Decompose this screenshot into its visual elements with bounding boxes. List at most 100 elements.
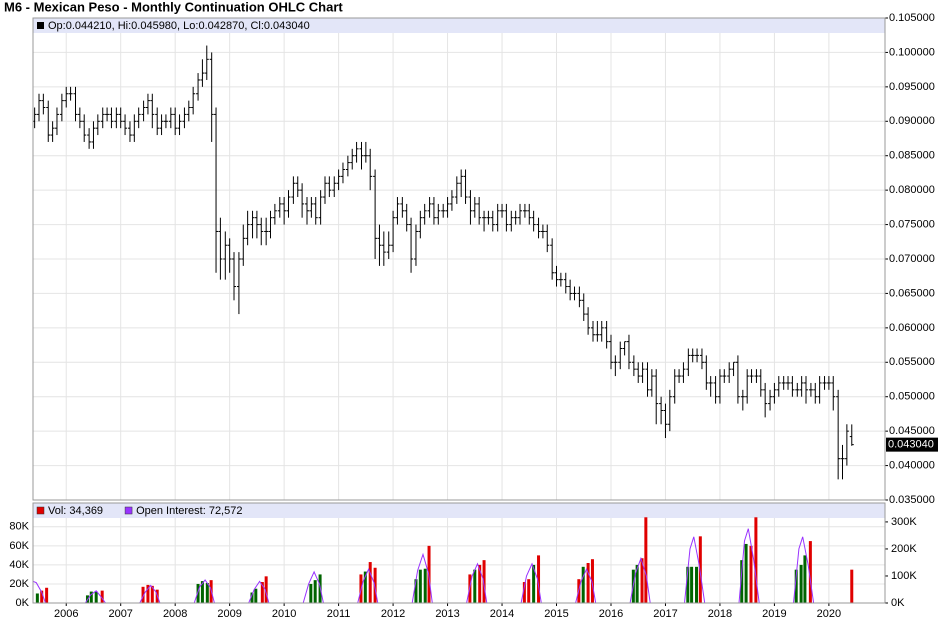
- volume-bar: [260, 582, 264, 603]
- volume-bar: [522, 582, 526, 603]
- volume-bar: [478, 564, 482, 603]
- volume-bar: [423, 568, 427, 603]
- volume-bar: [45, 587, 49, 603]
- volume-bar: [644, 517, 648, 603]
- y2-tick-label: 300K: [891, 516, 917, 528]
- x-tick-label: 2014: [490, 608, 514, 620]
- volume-bar: [205, 583, 209, 603]
- volume-bar: [250, 592, 254, 603]
- volume-bar: [803, 555, 807, 603]
- last-value-label: 0.043040: [888, 439, 934, 451]
- volume-bar: [363, 571, 367, 603]
- panel-border: [32, 17, 886, 501]
- y-tick-label: 0.070000: [889, 253, 935, 265]
- volume-marks: [33, 517, 854, 603]
- y-tick-label: 0.080000: [889, 184, 935, 196]
- volume-bar: [744, 543, 748, 603]
- y-tick-label: 80K: [9, 521, 29, 533]
- volume-bar: [537, 555, 541, 603]
- x-tick-label: 2016: [599, 608, 623, 620]
- y-tick-label: 0.100000: [889, 46, 935, 58]
- volume-bar: [94, 591, 98, 603]
- volume-bar: [754, 517, 758, 603]
- volume-bar: [309, 583, 313, 603]
- volume-bar: [635, 564, 639, 603]
- y-tick-label: 0.060000: [889, 322, 935, 334]
- x-tick-label: 2011: [327, 608, 351, 620]
- legend-label: Vol: 34,369: [48, 505, 103, 517]
- y-tick-label: 0.105000: [889, 12, 935, 24]
- volume-bar: [141, 586, 145, 603]
- volume-bar: [373, 567, 377, 603]
- x-tick-label: 2013: [435, 608, 459, 620]
- panel-border: [32, 502, 886, 604]
- volume-bar: [100, 590, 104, 603]
- open-interest-line: [33, 528, 851, 603]
- volume-bar: [35, 593, 39, 603]
- y-tick-label: 0K: [16, 597, 30, 609]
- volume-bar: [418, 569, 422, 603]
- y-tick-label: 0.075000: [889, 218, 935, 230]
- volume-bar: [414, 579, 418, 603]
- volume-bar: [313, 580, 317, 603]
- volume-bar: [473, 569, 477, 603]
- volume-bar: [40, 590, 44, 603]
- volume-bar: [482, 560, 486, 603]
- x-tick-label: 2006: [54, 608, 78, 620]
- legend-swatch: [124, 506, 133, 515]
- volume-bar: [808, 541, 812, 603]
- x-tick-label: 2007: [108, 608, 132, 620]
- volume-bar: [799, 564, 803, 603]
- y-tick-label: 40K: [9, 559, 29, 571]
- y-tick-label: 0.090000: [889, 115, 935, 127]
- y-tick-label: 0.035000: [889, 494, 935, 506]
- volume-bar: [581, 566, 585, 603]
- x-tick-label: 2009: [217, 608, 241, 620]
- ohlc-bars: [33, 45, 854, 480]
- volume-bar: [590, 559, 594, 603]
- x-tick-label: 2010: [272, 608, 296, 620]
- x-tick-label: 2015: [544, 608, 568, 620]
- y-tick-label: 0.095000: [889, 81, 935, 93]
- x-tick-label: 2018: [708, 608, 732, 620]
- volume-bar: [196, 583, 200, 603]
- x-tick-label: 2008: [163, 608, 187, 620]
- volume-bar: [89, 591, 93, 603]
- y-tick-label: 0.065000: [889, 287, 935, 299]
- volume-bar: [200, 581, 204, 603]
- y2-tick-label: 100K: [891, 570, 917, 582]
- volume-bar: [527, 579, 531, 603]
- volume-bar: [532, 564, 536, 603]
- volume-bar: [740, 560, 744, 603]
- y-tick-label: 0.085000: [889, 150, 935, 162]
- last-value-box: [886, 437, 938, 452]
- volume-bar: [254, 588, 258, 603]
- legend-label: Open Interest: 72,572: [136, 505, 242, 517]
- legend-swatch: [36, 506, 45, 515]
- y2-tick-label: 200K: [891, 543, 917, 555]
- volume-bar: [695, 566, 699, 603]
- x-tick-label: 2020: [817, 608, 841, 620]
- volume-bar: [640, 558, 644, 603]
- y-tick-label: 20K: [9, 578, 29, 590]
- volume-bar: [850, 569, 854, 603]
- legend-strip: [33, 503, 885, 518]
- x-tick-label: 2019: [762, 608, 786, 620]
- y-tick-label: 0.040000: [889, 459, 935, 471]
- volume-bar: [586, 563, 590, 603]
- legend-strip: [33, 18, 885, 33]
- volume-bar: [686, 566, 690, 603]
- volume-bar: [749, 545, 753, 603]
- ohlc-legend: Op:0.044210, Hi:0.045980, Lo:0.042870, C…: [48, 20, 310, 32]
- volume-bar: [150, 585, 154, 603]
- y-tick-label: 60K: [9, 540, 29, 552]
- chart-title: M6 - Mexican Peso - Monthly Continuation…: [4, 0, 343, 14]
- volume-bar: [794, 569, 798, 603]
- volume-bar: [690, 566, 694, 603]
- y-tick-label: 0.050000: [889, 391, 935, 403]
- y-tick-label: 0.045000: [889, 425, 935, 437]
- volume-bar: [146, 584, 150, 603]
- volume-bar: [264, 576, 268, 603]
- x-tick-label: 2017: [653, 608, 677, 620]
